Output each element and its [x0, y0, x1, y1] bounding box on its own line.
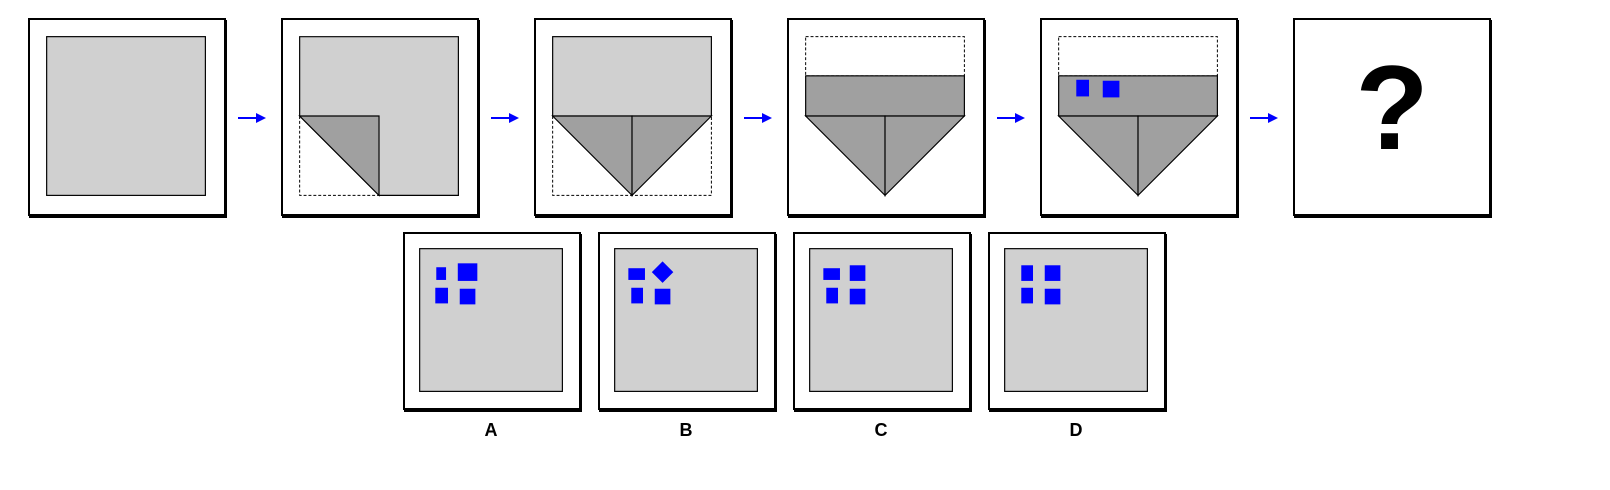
option-c-panel[interactable]: [793, 232, 971, 410]
arrow-icon: [744, 113, 772, 123]
hole-punch: [435, 287, 449, 304]
step-4-panel: [787, 18, 985, 216]
option-c-diagram: [809, 248, 953, 392]
option-a-label[interactable]: A: [484, 420, 498, 440]
hole-punch: [849, 288, 866, 305]
hole-punch: [651, 261, 674, 283]
hole-punch: [631, 287, 644, 304]
arrow-icon: [997, 113, 1025, 123]
both-corners-fold-diagram: [551, 36, 713, 197]
step-1-panel: [28, 18, 226, 216]
hole-punch: [1076, 79, 1090, 97]
question-mark: ?: [1355, 41, 1429, 175]
question-panel: ?: [1293, 18, 1491, 216]
arrow-icon: [491, 113, 519, 123]
hole-punch: [457, 263, 478, 281]
hole-punch: [1102, 80, 1120, 98]
option-c-label[interactable]: C: [874, 420, 888, 440]
corner-fold-diagram: [298, 36, 459, 197]
hole-punch: [436, 267, 447, 280]
option-b-diagram: [614, 248, 758, 392]
arrow-icon: [1250, 113, 1278, 123]
option-a-panel[interactable]: [403, 232, 581, 410]
option-b-panel[interactable]: [598, 232, 776, 410]
step-2-panel: [281, 18, 479, 216]
top-fold-diagram: [804, 36, 966, 197]
hole-punch: [654, 288, 671, 305]
hole-punch: [628, 268, 645, 280]
hole-punch: [823, 268, 840, 280]
option-d-diagram: [1004, 248, 1148, 392]
hole-punch: [1044, 288, 1061, 305]
hole-punch: [849, 265, 866, 281]
option-a-diagram: [419, 248, 563, 392]
hole-punch: [826, 287, 839, 304]
step-3-panel: [534, 18, 732, 216]
step-5-panel: [1040, 18, 1238, 216]
option-b-label[interactable]: B: [679, 420, 693, 440]
option-d-panel[interactable]: [988, 232, 1166, 410]
punched-holes-diagram: [1057, 36, 1219, 197]
hole-punch: [459, 288, 476, 305]
arrow-icon: [238, 113, 266, 123]
hole-punch: [1021, 287, 1034, 304]
hole-punch: [1044, 265, 1061, 281]
hole-punch: [1021, 265, 1034, 281]
unfolded-paper: [46, 36, 206, 196]
option-d-label[interactable]: D: [1069, 420, 1083, 440]
